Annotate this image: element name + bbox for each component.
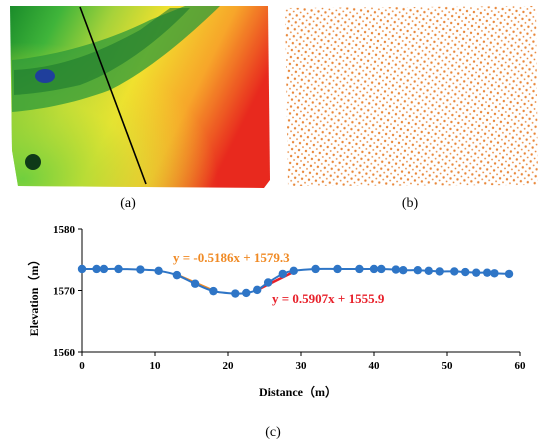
x-tick-label: 20 (223, 360, 235, 372)
data-point (253, 285, 262, 295)
x-tick-label: 60 (515, 360, 527, 372)
data-point (504, 269, 514, 279)
data-point (355, 264, 364, 274)
data-point (278, 269, 287, 279)
y-tick-label: 1570 (53, 286, 76, 298)
panel-b-caption: (b) (402, 196, 419, 211)
chart-axes: 1560 1570 1580 0 10 20 30 40 50 60 (53, 224, 526, 372)
panel-c-caption: (c) (265, 425, 281, 440)
data-point (369, 264, 379, 274)
data-point (114, 264, 123, 274)
panel-b: (b) (285, 6, 538, 211)
data-point (231, 289, 240, 298)
data-point (92, 264, 101, 274)
chart-series (77, 264, 514, 298)
panel-a-pond (35, 69, 55, 83)
x-tick-label: 10 (150, 360, 162, 372)
data-point (311, 264, 320, 274)
data-point (136, 265, 145, 274)
y-axis-label: Elevation（m） (26, 254, 41, 337)
panel-a-profile-line (79, 6, 147, 185)
data-point (377, 264, 386, 274)
data-point (77, 264, 87, 274)
x-axis-label: Distance（m） (259, 384, 337, 399)
data-point (289, 266, 298, 276)
data-point (482, 268, 492, 277)
x-tick-label: 30 (296, 360, 308, 372)
fit-equation-red: y = 0.5907x + 1555.9 (272, 291, 385, 306)
panel-a: (a) (10, 6, 270, 211)
x-tick-label: 50 (442, 360, 454, 372)
data-point (399, 266, 408, 275)
panel-c-chart: 1560 1570 1580 0 10 20 30 40 50 60 Distance（m） El… (26, 224, 526, 440)
data-point (190, 279, 200, 288)
x-tick-label: 40 (369, 360, 381, 372)
data-point (490, 269, 499, 278)
data-point (435, 267, 444, 276)
panel-a-caption: (a) (120, 196, 136, 211)
data-point (333, 264, 342, 274)
panel-a-valley-core (14, 8, 190, 95)
panel-a-dark-spot (25, 154, 41, 170)
data-point (413, 266, 422, 275)
data-point (450, 267, 459, 276)
data-point (263, 278, 273, 287)
panel-b-point-cloud (285, 6, 538, 186)
x-tick-label: 0 (79, 360, 85, 372)
fit-equation-orange: y = -0.5186x + 1579.3 (173, 250, 290, 265)
data-point (209, 286, 218, 296)
data-point (242, 288, 251, 298)
data-point (172, 270, 182, 280)
data-point (472, 268, 481, 277)
y-tick-label: 1580 (53, 224, 76, 236)
data-point (154, 266, 163, 276)
y-tick-label: 1560 (53, 347, 76, 359)
data-point (461, 267, 470, 277)
data-point (391, 265, 401, 274)
data-point (424, 266, 433, 276)
data-point (99, 264, 109, 274)
